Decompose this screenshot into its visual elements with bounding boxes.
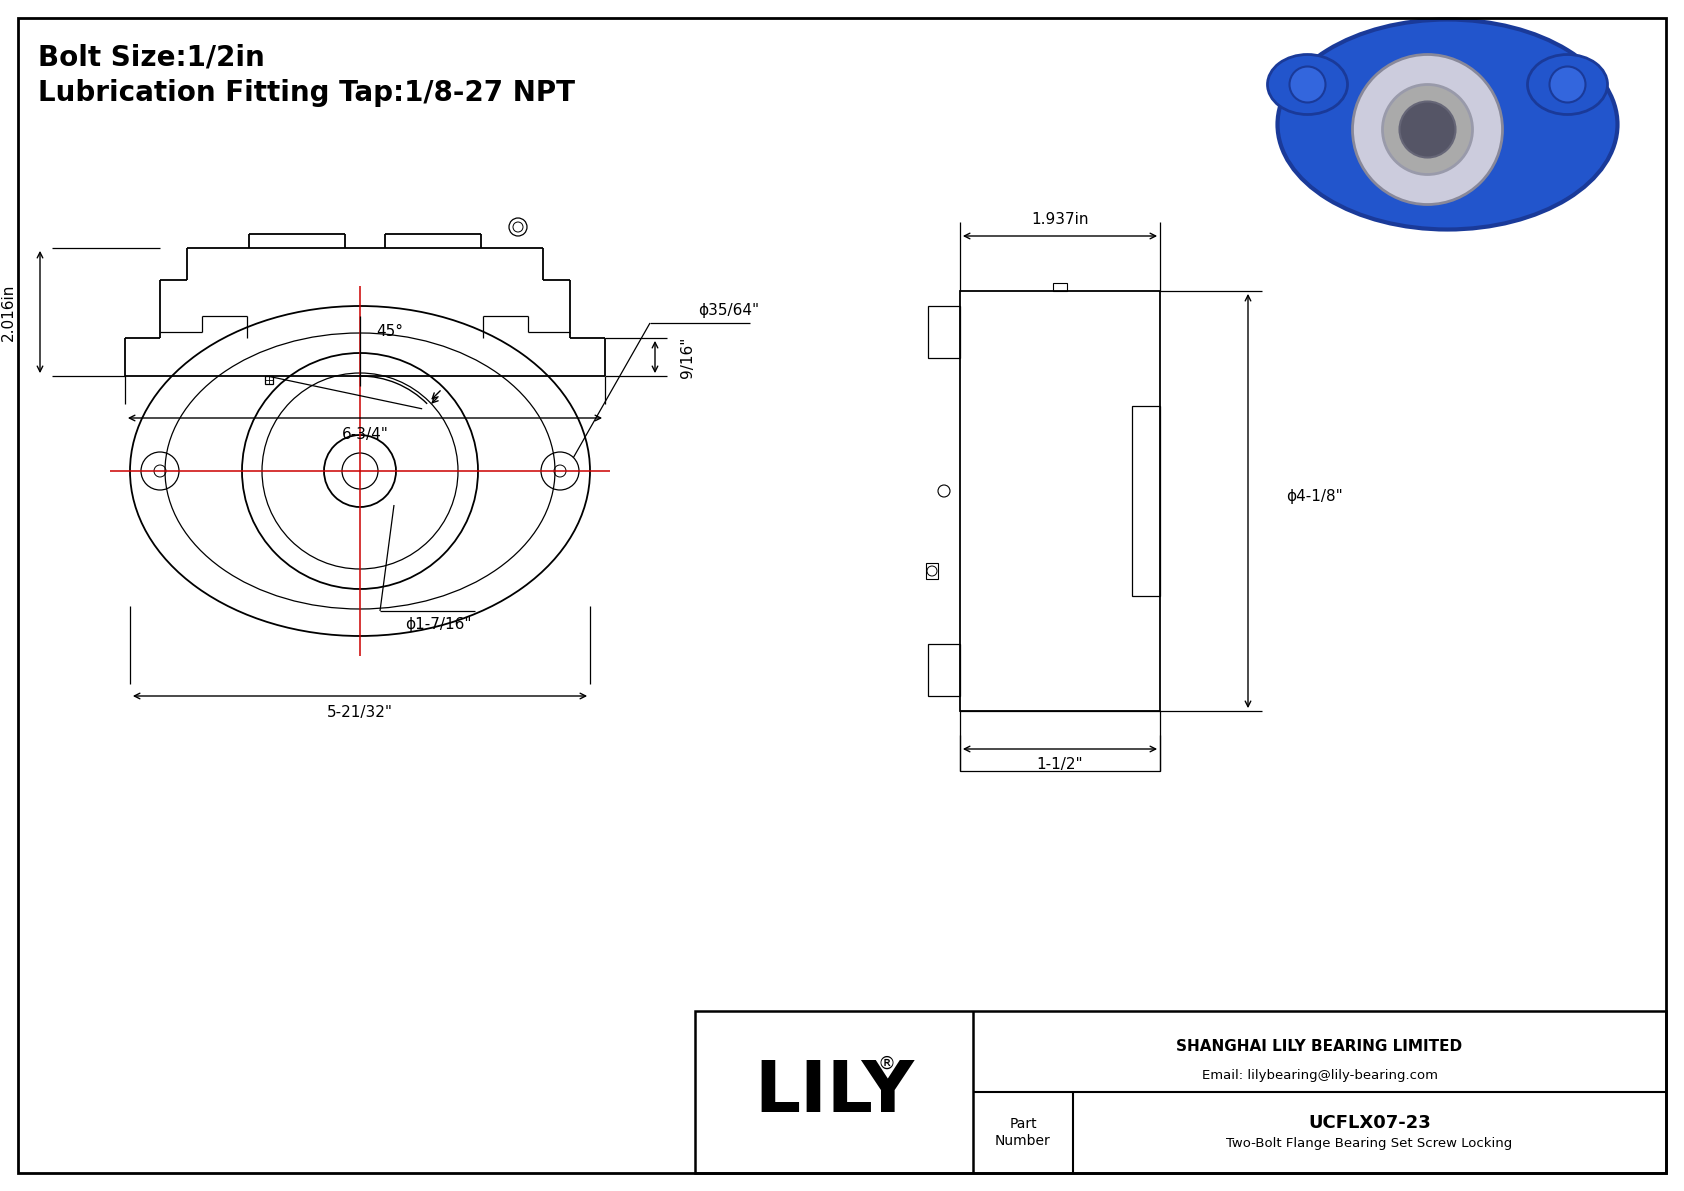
Text: Two-Bolt Flange Bearing Set Screw Locking: Two-Bolt Flange Bearing Set Screw Lockin… [1226,1137,1512,1149]
Text: 9/16": 9/16" [680,336,694,378]
Bar [695,1011,1665,1173]
Text: 6-3/4": 6-3/4" [342,426,389,442]
Text: 1-1/2": 1-1/2" [1037,757,1083,773]
Bar [960,291,1160,711]
Ellipse shape [1268,55,1347,114]
Text: UCFLX07-23: UCFLX07-23 [1308,1115,1431,1133]
Bar [266,376,273,385]
Circle shape [1352,55,1502,205]
Text: 2.016in: 2.016in [0,283,15,341]
Ellipse shape [1278,19,1618,230]
Bar [926,563,938,579]
Bar [1132,406,1160,596]
Text: 5-21/32": 5-21/32" [327,705,392,719]
Text: ϕ4-1/8": ϕ4-1/8" [1287,488,1342,504]
Ellipse shape [1527,55,1608,114]
Text: 45°: 45° [377,324,404,338]
Text: Part
Number: Part Number [995,1117,1051,1148]
Text: Lubrication Fitting Tap:1/8-27 NPT: Lubrication Fitting Tap:1/8-27 NPT [39,79,574,107]
Circle shape [1383,85,1472,175]
Bar [928,644,960,696]
Bar [960,711,1160,771]
Text: LILY: LILY [754,1058,914,1127]
Text: Email: lilybearing@lily-bearing.com: Email: lilybearing@lily-bearing.com [1201,1070,1438,1083]
Circle shape [1549,67,1586,102]
Text: SHANGHAI LILY BEARING LIMITED: SHANGHAI LILY BEARING LIMITED [1177,1039,1463,1054]
Text: ®: ® [877,1055,894,1073]
Text: Bolt Size:1/2in: Bolt Size:1/2in [39,43,264,71]
Circle shape [1290,67,1325,102]
Bar [1052,283,1068,291]
Text: ϕ1-7/16": ϕ1-7/16" [404,617,472,631]
Text: 1.937in: 1.937in [1031,212,1090,226]
Bar [928,306,960,358]
Text: ϕ35/64": ϕ35/64" [697,304,759,318]
Circle shape [1399,101,1455,157]
